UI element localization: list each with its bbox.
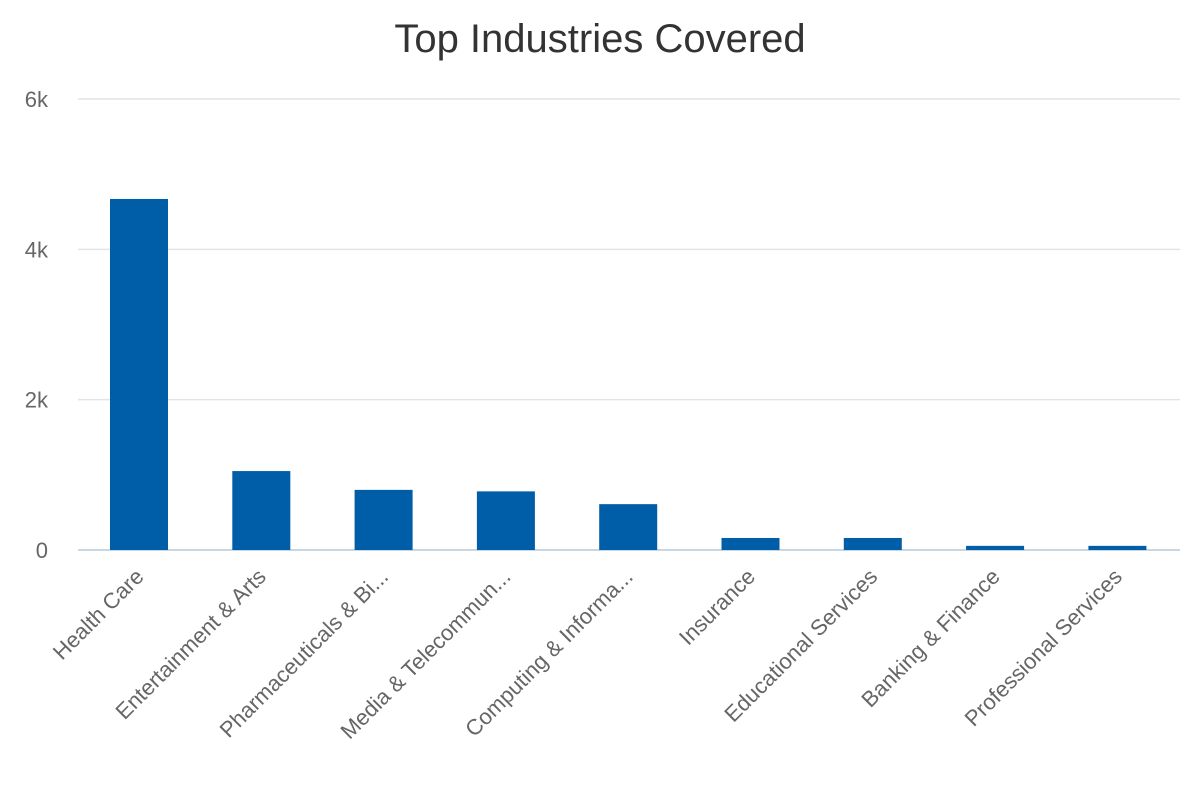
y-tick-label: 4k [25,237,49,262]
bars [110,198,1147,550]
y-tick-label: 0 [36,538,48,563]
x-category-label: Insurance [674,564,760,650]
y-tick-label: 6k [25,87,49,112]
chart-title: Top Industries Covered [394,17,805,61]
bar[interactable] [110,198,168,550]
bar[interactable] [354,489,413,550]
bar[interactable] [476,491,535,550]
bar[interactable] [1088,545,1147,550]
x-category-label: Health Care [48,564,149,665]
y-tick-label: 2k [25,388,49,413]
bar[interactable] [721,537,780,550]
bar[interactable] [966,545,1025,550]
bar[interactable] [843,537,902,550]
y-axis-ticks: 0 2k 4k 6k [25,87,49,563]
bar[interactable] [599,504,658,550]
bar[interactable] [232,471,291,550]
